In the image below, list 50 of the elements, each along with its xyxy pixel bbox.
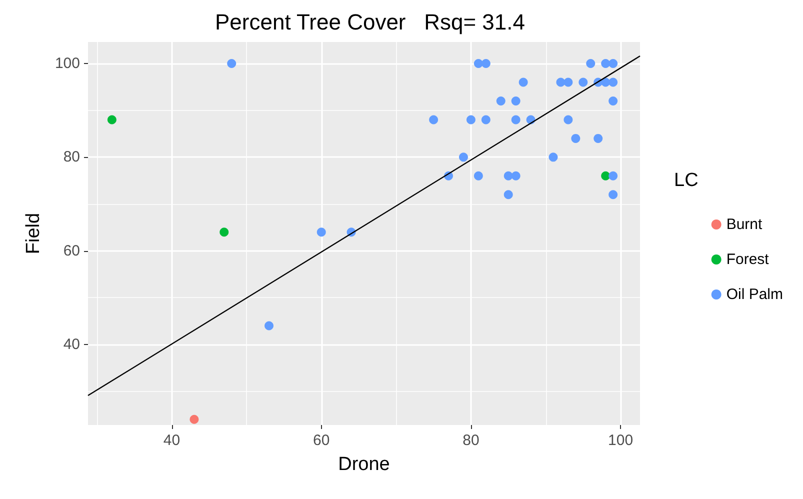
point [264, 321, 274, 330]
x-tick-label: 100 [608, 432, 634, 449]
point [458, 152, 468, 162]
point [481, 59, 490, 68]
y-tick-label: 40 [63, 336, 80, 353]
point [608, 96, 618, 106]
point [466, 115, 476, 124]
x-tick-label: 60 [313, 432, 330, 449]
point [601, 59, 610, 68]
point [586, 59, 596, 68]
point [220, 228, 229, 237]
point [578, 78, 588, 87]
point [429, 115, 438, 124]
legend-label: Forest [726, 251, 770, 268]
x-tick-label: 80 [462, 432, 480, 449]
legend-label: Oil Palm [726, 286, 784, 303]
point [518, 78, 528, 87]
point [608, 190, 618, 200]
y-tick-label: 60 [63, 242, 80, 260]
point [511, 171, 520, 180]
point [594, 134, 603, 143]
y-axis-title: Field [23, 212, 44, 254]
legend-title: LC [674, 170, 698, 191]
point [107, 115, 116, 124]
point [601, 171, 610, 180]
point [548, 152, 558, 162]
y-tick-label: 100 [54, 55, 80, 72]
point [564, 115, 573, 124]
chart-title: Percent Tree Cover Rsq= 31.4 [215, 10, 525, 34]
point [481, 115, 490, 124]
point [227, 59, 236, 68]
legend-label: Burnt [726, 216, 764, 233]
point [474, 59, 483, 68]
point [571, 134, 580, 143]
point [556, 78, 566, 87]
point [608, 59, 618, 68]
point [496, 96, 506, 106]
y-tick-label: 80 [63, 148, 80, 166]
point [474, 171, 483, 180]
point [190, 414, 199, 424]
point [564, 78, 573, 87]
point [504, 171, 513, 180]
point [511, 115, 520, 124]
point [608, 171, 618, 180]
x-axis-title: Drone [338, 454, 390, 475]
point [316, 228, 326, 237]
point [511, 96, 520, 106]
point [504, 190, 513, 200]
point [608, 78, 618, 87]
x-tick-label: 40 [163, 432, 180, 449]
